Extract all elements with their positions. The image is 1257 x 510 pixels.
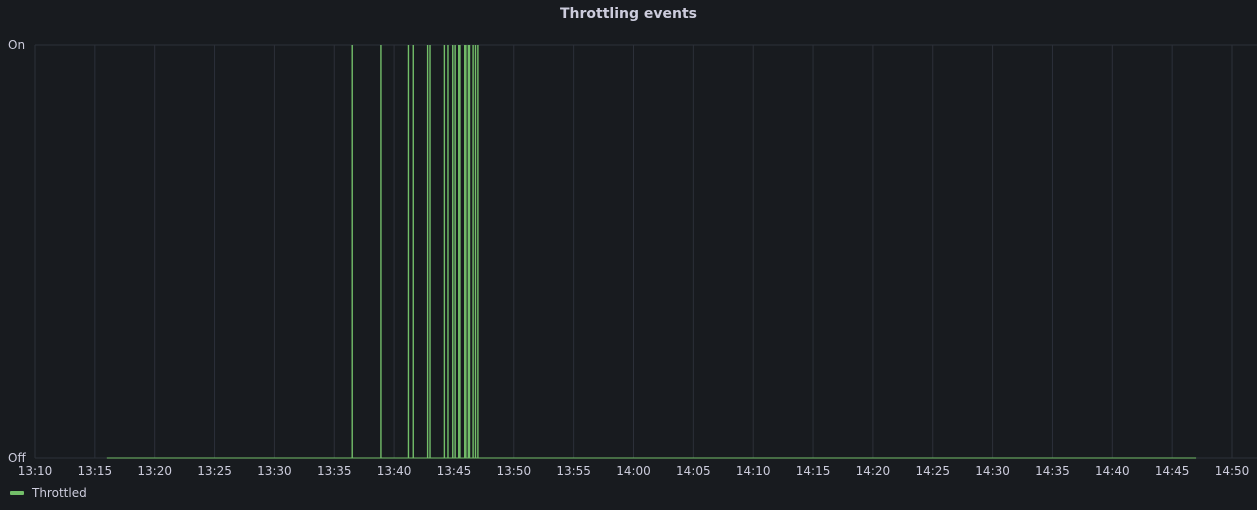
x-tick-label: 14:50 <box>1215 464 1250 478</box>
x-tick-label: 13:30 <box>257 464 292 478</box>
x-tick-label: 13:20 <box>137 464 172 478</box>
series-layer <box>106 45 1197 459</box>
y-axis: Off On <box>8 38 26 465</box>
x-tick-label: 13:35 <box>317 464 352 478</box>
x-tick-label: 14:20 <box>856 464 891 478</box>
x-tick-label: 14:45 <box>1155 464 1190 478</box>
x-tick-label: 13:10 <box>18 464 53 478</box>
panel-title[interactable]: Throttling events <box>560 6 697 22</box>
x-axis: 13:10 13:15 13:20 13:25 13:30 13:35 13:40 13:45… <box>18 464 1250 478</box>
x-tick-label: 14:00 <box>616 464 651 478</box>
x-tick-label: 14:40 <box>1095 464 1130 478</box>
y-tick-label-on: On <box>8 38 25 52</box>
x-tick-label: 13:45 <box>437 464 472 478</box>
x-tick-label: 14:05 <box>676 464 711 478</box>
x-tick-label: 13:15 <box>78 464 113 478</box>
x-tick-label: 14:10 <box>736 464 771 478</box>
x-tick-label: 13:50 <box>497 464 532 478</box>
legend-item-throttled[interactable]: Throttled <box>10 485 87 501</box>
x-tick-label: 13:25 <box>197 464 232 478</box>
x-tick-label: 13:55 <box>556 464 591 478</box>
y-tick-label-off: Off <box>8 451 26 465</box>
x-tick-label: 14:30 <box>975 464 1010 478</box>
x-tick-label: 14:15 <box>796 464 831 478</box>
x-tick-label: 14:25 <box>915 464 950 478</box>
legend-swatch <box>10 491 24 495</box>
legend-label: Throttled <box>32 486 87 500</box>
x-tick-label: 14:35 <box>1035 464 1070 478</box>
grid-layer <box>34 44 1257 459</box>
x-tick-label: 13:40 <box>377 464 412 478</box>
